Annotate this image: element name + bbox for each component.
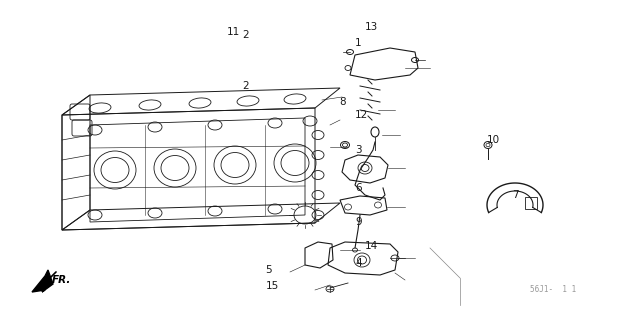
Text: 7: 7 xyxy=(512,189,518,200)
Text: 15: 15 xyxy=(266,280,279,291)
Text: 14: 14 xyxy=(365,241,378,251)
Text: 11: 11 xyxy=(227,27,241,37)
Text: 56J1-  1 1: 56J1- 1 1 xyxy=(530,286,576,294)
Text: 9: 9 xyxy=(355,217,362,227)
Text: 3: 3 xyxy=(355,145,362,155)
Text: 2: 2 xyxy=(242,30,248,40)
Text: 12: 12 xyxy=(355,110,369,120)
Polygon shape xyxy=(32,270,53,292)
Text: 2: 2 xyxy=(242,81,248,91)
Text: 10: 10 xyxy=(486,135,500,145)
Text: 8: 8 xyxy=(339,97,346,107)
Text: 5: 5 xyxy=(266,264,272,275)
Text: 6: 6 xyxy=(355,183,362,193)
Text: 13: 13 xyxy=(365,22,378,32)
Text: 4: 4 xyxy=(355,258,362,268)
Text: 1: 1 xyxy=(355,38,362,48)
Text: FR.: FR. xyxy=(52,275,72,285)
